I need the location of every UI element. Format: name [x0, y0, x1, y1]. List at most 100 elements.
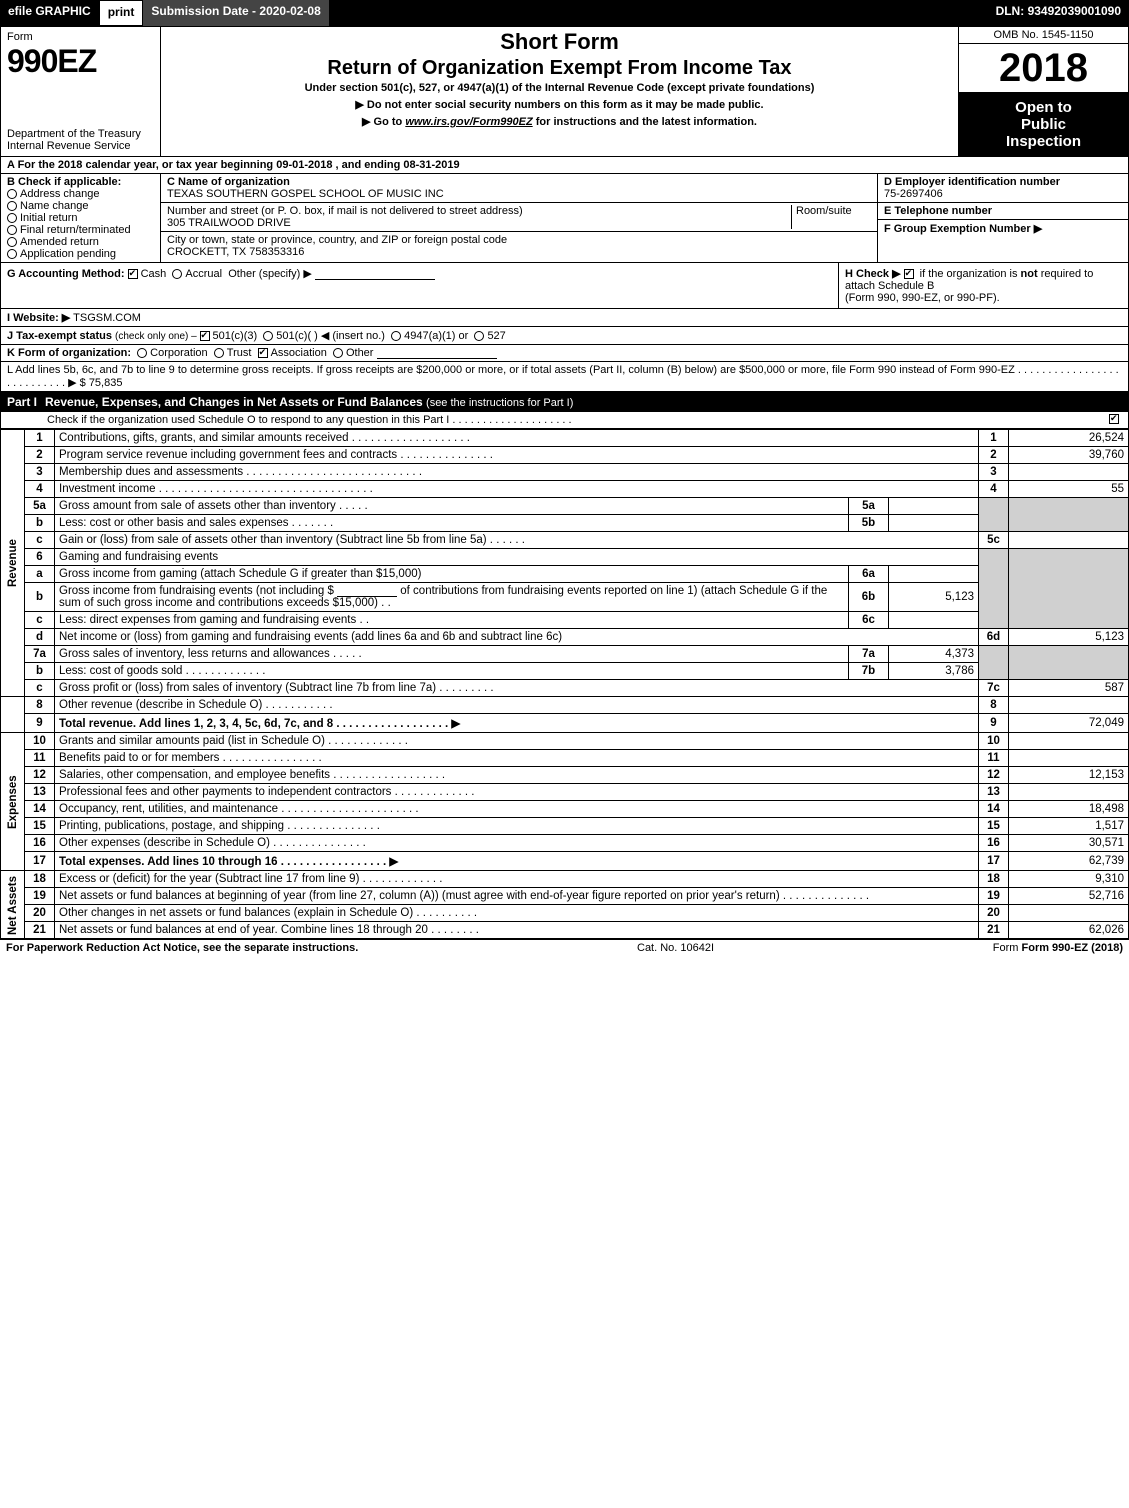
k-trust-check[interactable] — [214, 348, 224, 358]
print-button[interactable]: print — [99, 0, 144, 26]
line-5b-ib: 5b — [849, 515, 889, 532]
line-6c-num: c — [25, 612, 55, 629]
dln-label: DLN: — [996, 4, 1028, 18]
k-corp-check[interactable] — [137, 348, 147, 358]
h-check: H Check ▶ if the organization is not req… — [838, 263, 1128, 308]
page-footer: For Paperwork Reduction Act Notice, see … — [0, 939, 1129, 956]
line-7b-ia: 3,786 — [889, 663, 979, 680]
cb-label-3: Final return/terminated — [20, 224, 131, 236]
line-15-amt: 1,517 — [1009, 818, 1129, 835]
line-21-box: 21 — [979, 922, 1009, 939]
h-checkbox[interactable] — [904, 269, 914, 279]
line-11-box: 11 — [979, 750, 1009, 767]
line-4-desc: Investment income . . . . . . . . . . . … — [55, 481, 979, 498]
g-accrual: Accrual — [185, 268, 222, 280]
g-accrual-check[interactable] — [172, 269, 182, 279]
line-20-amt — [1009, 905, 1129, 922]
netassets-section-label: Net Assets — [1, 871, 25, 939]
submission-date: Submission Date - 2020-02-08 — [143, 0, 328, 26]
line-6a-ib: 6a — [849, 566, 889, 583]
line-6c-ia — [889, 612, 979, 629]
line-6c-desc: Less: direct expenses from gaming and fu… — [55, 612, 849, 629]
expenses-section-label: Expenses — [1, 733, 25, 871]
line-16-amt: 30,571 — [1009, 835, 1129, 852]
room-label: Room/suite — [796, 205, 871, 217]
g-cash-check[interactable] — [128, 269, 138, 279]
line-19-box: 19 — [979, 888, 1009, 905]
k-other-check[interactable] — [333, 348, 343, 358]
j-527-check[interactable] — [474, 331, 484, 341]
line-7b-num: b — [25, 663, 55, 680]
line-20-box: 20 — [979, 905, 1009, 922]
line-5a-ib: 5a — [849, 498, 889, 515]
line-10-num: 10 — [25, 733, 55, 750]
line-12-desc: Salaries, other compensation, and employ… — [55, 767, 979, 784]
line-8-amt — [1009, 697, 1129, 714]
efile-label: efile GRAPHIC — [0, 0, 99, 26]
line-3-box: 3 — [979, 464, 1009, 481]
line-18-box: 18 — [979, 871, 1009, 888]
k-assoc-check[interactable] — [258, 348, 268, 358]
group-exemption-block: F Group Exemption Number ▶ — [878, 220, 1128, 237]
line-9-desc: Total revenue. Add lines 1, 2, 3, 4, 5c,… — [55, 714, 979, 733]
line-5a-desc: Gross amount from sale of assets other t… — [55, 498, 849, 515]
row-a-pre: A For the 2018 calendar year, or tax yea… — [7, 159, 276, 171]
line-6b-blank[interactable] — [337, 585, 397, 597]
line-13-num: 13 — [25, 784, 55, 801]
line-6b-desc: Gross income from fundraising events (no… — [55, 583, 849, 612]
line-5b-ia — [889, 515, 979, 532]
cb-name-change[interactable]: Name change — [7, 200, 154, 212]
line-13-desc: Professional fees and other payments to … — [55, 784, 979, 801]
row-a-tax-year: A For the 2018 calendar year, or tax yea… — [0, 157, 1129, 174]
j-501c-check[interactable] — [263, 331, 273, 341]
cb-application-pending[interactable]: Application pending — [7, 248, 154, 260]
col-b-header: B Check if applicable: — [7, 176, 154, 188]
ein-label: D Employer identification number — [884, 176, 1122, 188]
part-i-title: Revenue, Expenses, and Changes in Net As… — [45, 395, 1122, 409]
line-7b-desc: Less: cost of goods sold . . . . . . . .… — [55, 663, 849, 680]
line-7c-amt: 587 — [1009, 680, 1129, 697]
line-15-num: 15 — [25, 818, 55, 835]
cb-final-return[interactable]: Final return/terminated — [7, 224, 154, 236]
line-6d-desc: Net income or (loss) from gaming and fun… — [55, 629, 979, 646]
goto-link[interactable]: www.irs.gov/Form990EZ — [405, 116, 532, 128]
j-4947-check[interactable] — [391, 331, 401, 341]
j-501c3-check[interactable] — [200, 331, 210, 341]
col-de: D Employer identification number 75-2697… — [878, 174, 1128, 262]
topbar-spacer — [329, 0, 988, 26]
line-3-num: 3 — [25, 464, 55, 481]
i-value: TSGSM.COM — [73, 312, 141, 324]
line-21-num: 21 — [25, 922, 55, 939]
line-21-desc: Net assets or fund balances at end of ye… — [55, 922, 979, 939]
line-6-greyamt — [1009, 549, 1129, 629]
row-a-end: 08-31-2019 — [403, 159, 459, 171]
line-12-num: 12 — [25, 767, 55, 784]
line-11-amt — [1009, 750, 1129, 767]
row-i-website: I Website: ▶ TSGSM.COM — [0, 309, 1129, 327]
line-10-amt — [1009, 733, 1129, 750]
cb-address-change[interactable]: Address change — [7, 188, 154, 200]
line-5b-desc: Less: cost or other basis and sales expe… — [55, 515, 849, 532]
org-name-value: TEXAS SOUTHERN GOSPEL SCHOOL OF MUSIC IN… — [167, 188, 871, 200]
footer-mid: Cat. No. 10642I — [637, 942, 714, 954]
dln: DLN: 93492039001090 — [988, 0, 1129, 26]
cb-initial-return[interactable]: Initial return — [7, 212, 154, 224]
part-i-check-box[interactable] — [1109, 414, 1119, 424]
cb-amended-return[interactable]: Amended return — [7, 236, 154, 248]
footer-right: Form Form 990-EZ (2018) — [993, 942, 1123, 954]
under-section: Under section 501(c), 527, or 4947(a)(1)… — [167, 82, 952, 94]
g-other-blank[interactable] — [315, 268, 435, 280]
line-16-num: 16 — [25, 835, 55, 852]
line-12-amt: 12,153 — [1009, 767, 1129, 784]
line-2-amt: 39,760 — [1009, 447, 1129, 464]
line-18-desc: Excess or (deficit) for the year (Subtra… — [55, 871, 979, 888]
k-other-blank[interactable] — [377, 347, 497, 359]
line-2-box: 2 — [979, 447, 1009, 464]
j-label: J Tax-exempt status — [7, 330, 112, 342]
line-5c-num: c — [25, 532, 55, 549]
line-8-desc: Other revenue (describe in Schedule O) .… — [55, 697, 979, 714]
header-left: Form 990EZ Department of the Treasury In… — [1, 27, 161, 156]
line-4-amt: 55 — [1009, 481, 1129, 498]
department: Department of the Treasury Internal Reve… — [7, 128, 154, 152]
line-11-desc: Benefits paid to or for members . . . . … — [55, 750, 979, 767]
